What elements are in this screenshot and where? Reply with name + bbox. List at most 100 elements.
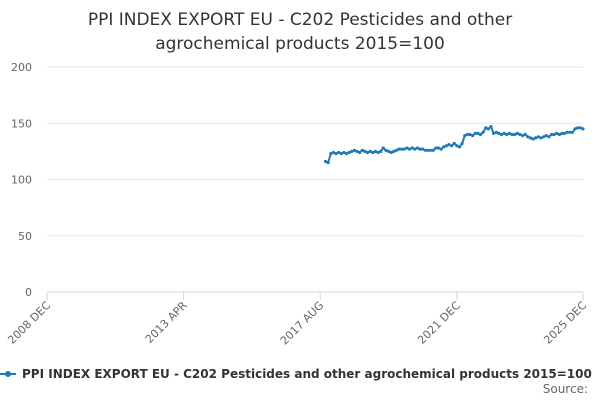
data-point[interactable] [447,143,451,147]
data-point[interactable] [494,130,498,134]
data-point[interactable] [499,132,504,137]
data-point[interactable] [415,146,420,150]
data-point[interactable] [397,147,401,151]
data-point[interactable] [502,131,506,135]
data-point[interactable] [450,144,454,148]
data-point[interactable] [536,135,540,139]
data-point[interactable] [570,130,575,134]
data-point[interactable] [552,132,556,137]
data-point[interactable] [484,126,488,130]
data-point[interactable] [389,150,393,155]
data-point[interactable] [555,131,559,135]
data-point[interactable] [513,132,517,137]
data-point[interactable] [368,149,372,153]
data-point[interactable] [358,150,362,155]
data-point[interactable] [534,136,538,140]
data-point[interactable] [455,144,459,148]
data-point[interactable] [471,134,475,138]
data-point[interactable] [387,149,391,153]
data-point[interactable] [578,126,583,130]
data-point[interactable] [515,131,519,135]
data-point[interactable] [549,132,554,137]
data-point[interactable] [379,149,383,153]
data-point[interactable] [568,130,572,134]
data-point[interactable] [460,141,464,146]
data-point[interactable] [434,146,438,150]
data-point[interactable] [560,131,564,135]
data-point[interactable] [431,148,435,152]
data-point[interactable] [510,132,514,137]
data-point[interactable] [344,152,349,156]
data-point[interactable] [418,147,422,151]
data-point[interactable] [544,134,548,138]
data-point[interactable] [421,147,425,151]
data-point[interactable] [528,136,533,140]
data-point[interactable] [565,130,569,134]
data-point[interactable] [526,135,530,139]
data-point[interactable] [481,130,485,134]
data-point[interactable] [373,149,377,153]
data-point[interactable] [442,145,446,149]
data-point[interactable] [507,131,511,135]
data-point[interactable] [329,152,333,156]
data-point[interactable] [531,137,535,141]
data-point[interactable] [342,150,346,155]
data-point[interactable] [355,149,359,153]
data-point[interactable] [439,147,443,151]
data-point[interactable] [489,125,493,129]
data-point[interactable] [381,146,385,150]
data-point[interactable] [429,148,433,152]
data-point[interactable] [478,132,483,137]
data-point[interactable] [444,144,448,148]
data-point[interactable] [402,147,406,151]
data-point[interactable] [360,148,364,152]
data-point[interactable] [492,131,496,135]
data-point[interactable] [363,149,367,153]
data-point[interactable] [371,150,375,155]
data-point[interactable] [539,136,543,140]
data-point[interactable] [457,145,462,149]
data-point[interactable] [452,141,456,146]
data-point[interactable] [405,146,409,150]
data-point[interactable] [436,146,441,150]
data-point[interactable] [408,147,412,151]
data-point[interactable] [465,132,469,137]
data-point[interactable] [392,149,396,153]
data-point[interactable] [486,127,490,131]
data-point[interactable] [426,148,430,152]
data-point[interactable] [323,159,328,164]
data-point[interactable] [410,146,414,150]
data-point[interactable] [576,126,580,130]
data-point[interactable] [394,148,398,152]
data-point[interactable] [339,152,343,156]
data-point[interactable] [350,149,354,153]
data-point[interactable] [384,148,388,152]
data-point[interactable] [505,132,509,137]
data-point[interactable] [331,150,335,155]
data-point[interactable] [473,131,477,135]
data-point[interactable] [326,161,330,165]
data-point[interactable] [557,132,562,137]
data-point[interactable] [468,132,472,137]
data-point[interactable] [563,131,567,135]
data-point[interactable] [365,150,370,155]
data-point[interactable] [463,134,467,138]
data-point[interactable] [476,131,480,135]
data-point[interactable] [581,127,585,131]
data-point[interactable] [523,132,527,137]
data-point[interactable] [352,148,356,152]
data-point[interactable] [542,135,546,139]
data-point[interactable] [334,152,338,156]
data-point[interactable] [400,147,404,151]
chart-legend[interactable]: PPI INDEX EXPORT EU - C202 Pesticides an… [0,366,592,382]
data-point[interactable] [497,131,501,135]
data-point[interactable] [376,150,380,155]
data-point[interactable] [423,148,427,152]
data-point[interactable] [518,132,522,137]
data-point[interactable] [347,150,351,155]
data-point[interactable] [337,150,341,155]
data-point[interactable] [547,135,551,139]
data-point[interactable] [413,147,417,151]
data-point[interactable] [573,127,577,131]
data-point[interactable] [521,134,525,138]
